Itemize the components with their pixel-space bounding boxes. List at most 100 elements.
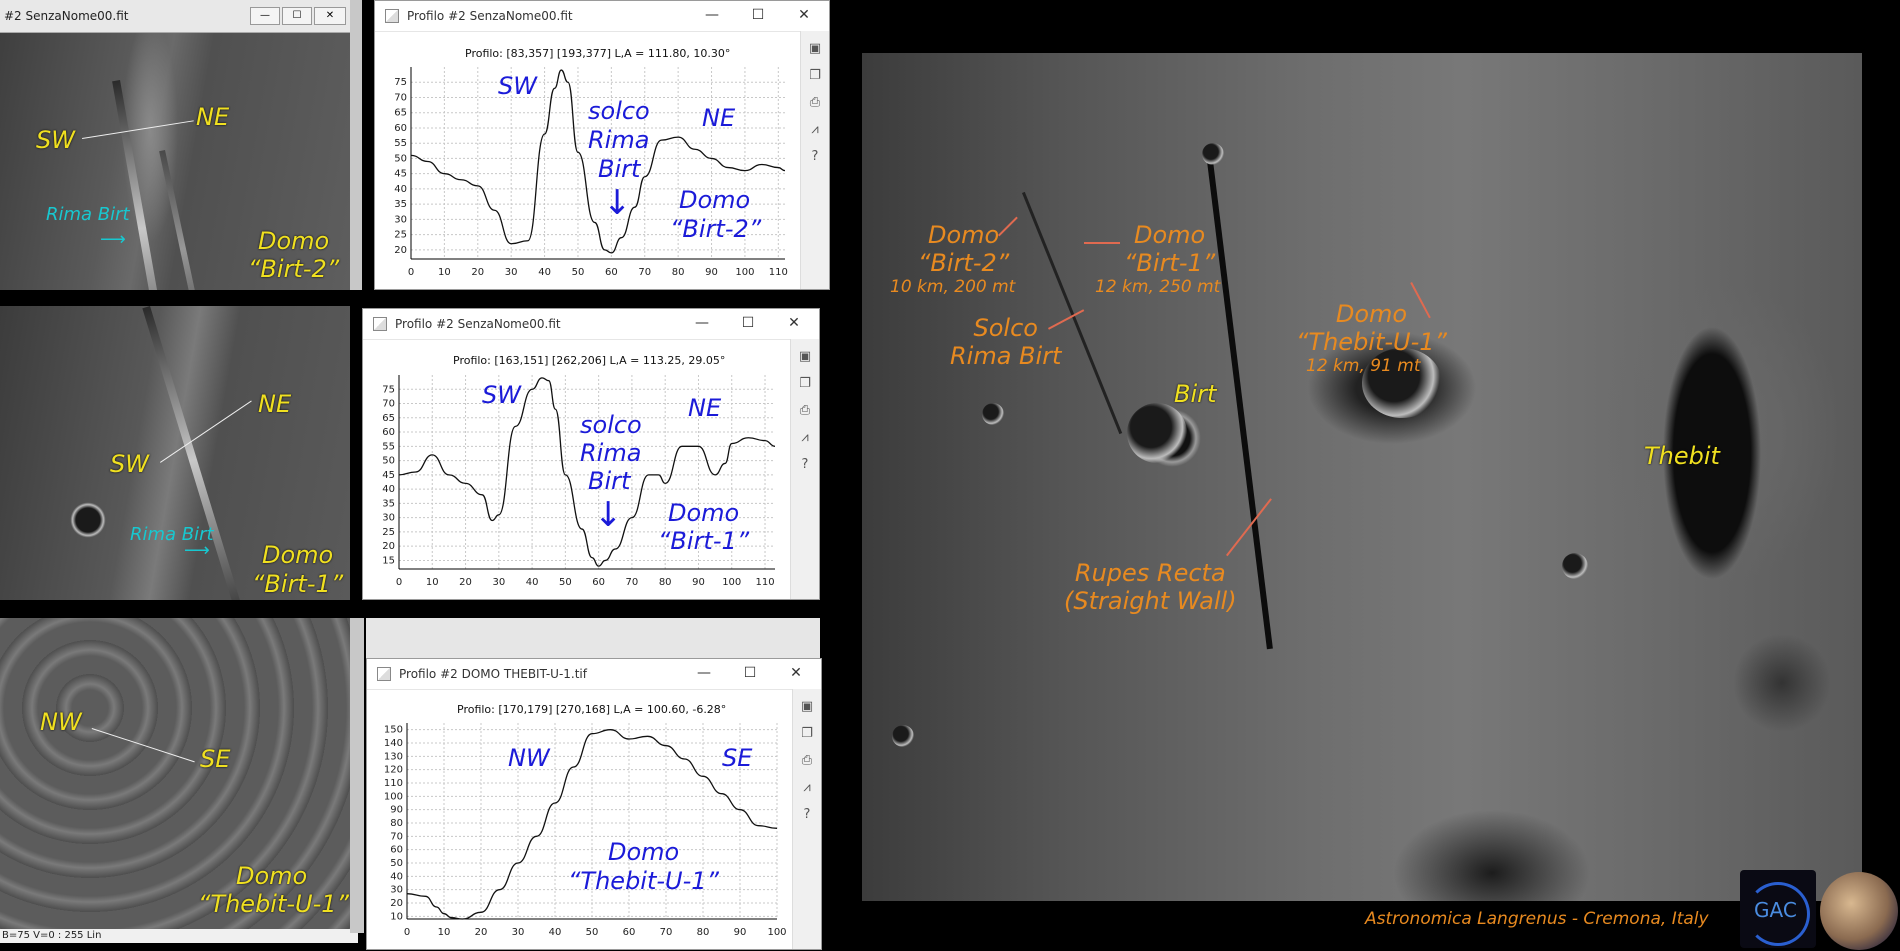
pointer-line [1084,242,1120,244]
titlebar[interactable]: Profilo #2 SenzaNome00.fit — ☐ ✕ [375,1,829,32]
save-icon[interactable]: ▣ [798,349,812,364]
plot-label-sw: SW [482,381,521,409]
print-icon[interactable]: ⎙ [801,753,813,768]
status-bar: B=75 V=0 : 255 Lin [0,929,358,943]
close-button[interactable]: ✕ [798,7,810,23]
y-tick-label: 35 [382,498,395,509]
y-tick-label: 40 [390,871,403,882]
minimize-button[interactable]: — [250,7,280,25]
y-tick-label: 15 [382,555,395,566]
x-tick-label: 30 [492,577,505,588]
profile-info: Profilo: [163,151] [262,206] L,A = 113.2… [453,354,726,367]
close-button[interactable]: ✕ [790,665,802,681]
y-tick-label: 90 [390,805,403,816]
y-tick-label: 70 [394,92,407,103]
x-tick-label: 110 [769,267,788,278]
y-tick-label: 30 [382,513,395,524]
print-icon[interactable]: ⎙ [809,95,821,110]
label-domo-name: “Thebit-U-1” [198,890,349,918]
plot-label-solco: solco [588,97,650,125]
x-tick-label: 100 [767,927,786,938]
maximize-button[interactable]: ☐ [751,7,765,23]
close-button[interactable]: ✕ [788,315,800,331]
x-tick-label: 40 [538,267,551,278]
window-icon [373,317,387,331]
minimize-button[interactable]: — [695,315,709,331]
scrollbar[interactable] [350,618,364,933]
plot-label-domo: Domo [679,186,751,214]
x-tick-label: 20 [475,927,488,938]
x-tick-label: 60 [605,267,618,278]
image-window-titlebar[interactable]: #2 SenzaNome00.fit — ☐ ✕ [0,0,350,33]
label-line: Domo [1335,300,1408,328]
y-tick-label: 150 [384,725,403,736]
logo-text: GAC [1754,898,1797,922]
moon-logo [1820,872,1898,950]
plot-label-se: SE [722,744,753,772]
copy-icon[interactable]: ❐ [799,376,811,391]
label-dims: 12 km, 250 mt [1095,277,1221,297]
label-line: Domo [927,221,1000,249]
profile-chart-3: 0 10 20 30 40 50 60 70 80 90 100102030405060708090… [384,723,787,938]
x-tick-label: 80 [659,577,672,588]
plot-label-sw: SW [498,72,537,100]
scrollbar[interactable] [350,0,362,290]
maximize-button[interactable]: ☐ [282,7,312,25]
close-button[interactable]: ✕ [314,7,346,25]
titlebar[interactable]: Profilo #2 DOMO THEBIT-U-1.tif — ☐ ✕ [367,659,821,690]
y-tick-label: 110 [384,778,403,789]
help-icon[interactable]: ? [811,149,819,164]
y-tick-label: 75 [382,384,395,395]
chart-icon[interactable]: ⩘ [811,122,819,137]
x-tick-label: 40 [549,927,562,938]
minimize-button[interactable]: — [705,7,719,23]
window-title: Profilo #2 DOMO THEBIT-U-1.tif [399,667,587,681]
y-tick-label: 70 [390,831,403,842]
y-tick-label: 35 [394,199,407,210]
x-tick-label: 0 [404,927,410,938]
y-tick-label: 70 [382,399,395,410]
y-tick-label: 50 [382,456,395,467]
save-icon[interactable]: ▣ [808,41,822,56]
x-tick-label: 90 [692,577,705,588]
label-line: Domo [1133,221,1206,249]
chart-icon[interactable]: ⩘ [801,430,809,445]
y-tick-label: 65 [394,108,407,119]
titlebar[interactable]: Profilo #2 SenzaNome00.fit — ☐ ✕ [363,309,819,340]
x-tick-label: 100 [735,267,754,278]
y-tick-label: 45 [382,470,395,481]
x-tick-label: 30 [512,927,525,938]
copy-icon[interactable]: ❐ [809,68,821,83]
plot-label-nw: NW [508,744,550,772]
side-toolbar: ▣ ❐ ⎙ ⩘ ? [790,339,819,599]
label-line: (Straight Wall) [1064,587,1237,615]
label-thebit: Thebit [1644,442,1720,470]
chart-icon[interactable]: ⩘ [803,780,811,795]
help-icon[interactable]: ? [803,807,811,822]
moon-image [862,53,1862,901]
profile-window-2: Profilo #2 SenzaNome00.fit — ☐ ✕ Profilo… [362,308,820,600]
label-domo-thebit: Domo “Thebit-U-1” [1296,300,1447,356]
label-line: “Birt-1” [1124,249,1216,277]
y-tick-label: 55 [394,138,407,149]
minimize-button[interactable]: — [697,665,711,681]
print-icon[interactable]: ⎙ [799,403,811,418]
copy-icon[interactable]: ❐ [801,726,813,741]
x-tick-label: 20 [459,577,472,588]
gac-logo: GAC [1740,870,1816,948]
label-line: “Thebit-U-1” [1296,328,1447,356]
plot-label-birt: Birt [588,467,631,495]
x-tick-label: 60 [592,577,605,588]
y-tick-label: 60 [394,123,407,134]
save-icon[interactable]: ▣ [800,699,814,714]
maximize-button[interactable]: ☐ [741,315,755,331]
y-tick-label: 120 [384,765,403,776]
help-icon[interactable]: ? [801,457,809,472]
x-tick-label: 50 [572,267,585,278]
x-tick-label: 10 [426,577,439,588]
maximize-button[interactable]: ☐ [743,665,757,681]
ridge [159,150,207,290]
label-domo-birt-1: Domo “Birt-1” [1124,221,1215,277]
x-tick-label: 70 [660,927,673,938]
y-tick-label: 65 [382,413,395,424]
